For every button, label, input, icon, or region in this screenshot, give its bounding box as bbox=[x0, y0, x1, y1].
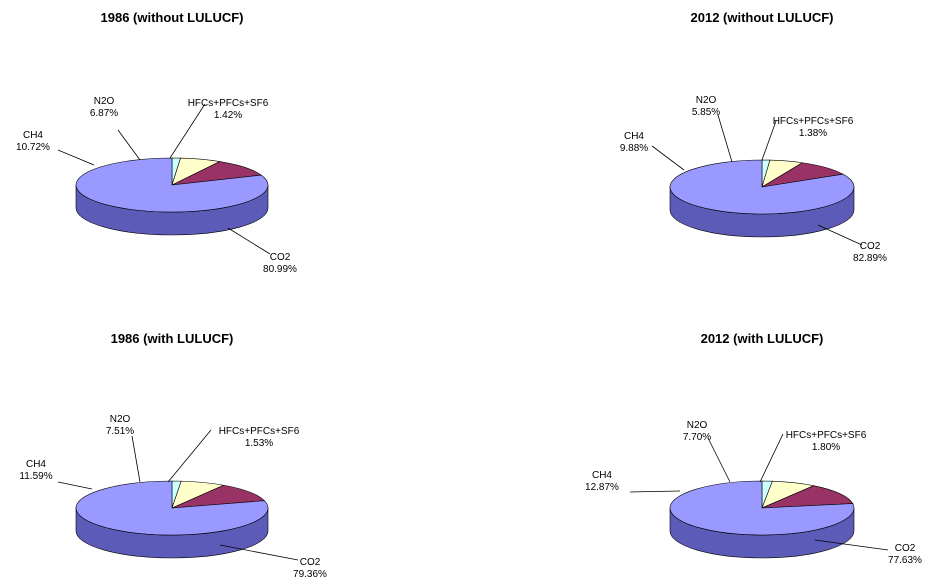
slice-value-label: 82.89% bbox=[853, 253, 887, 264]
pie-slice-co2 bbox=[669, 480, 855, 536]
leader-line-co2 bbox=[817, 224, 863, 246]
slice-category-label: HFCs+PFCs+SF6 bbox=[773, 116, 854, 127]
slice-category-label: CO2 bbox=[270, 252, 291, 263]
leader-line-co2 bbox=[227, 227, 271, 255]
slice-category-label: HFCs+PFCs+SF6 bbox=[219, 426, 300, 437]
slice-value-label: 10.72% bbox=[16, 142, 50, 153]
slice-value-label: 1.38% bbox=[799, 128, 827, 139]
slice-category-label: N2O bbox=[110, 414, 131, 425]
leader-line-hfcs-pfcs-sf6 bbox=[761, 120, 777, 161]
slice-value-label: 9.88% bbox=[620, 143, 648, 154]
leader-line-n2o bbox=[717, 114, 733, 163]
leader-line-hfcs-pfcs-sf6 bbox=[759, 433, 784, 483]
slice-category-label: N2O bbox=[687, 420, 708, 431]
slice-value-label: 7.70% bbox=[683, 432, 711, 443]
slice-category-label: CH4 bbox=[592, 470, 612, 481]
pie-slice-co2 bbox=[75, 480, 269, 536]
leader-line-n2o bbox=[131, 435, 141, 483]
pie-slice-co2 bbox=[75, 157, 269, 213]
slice-category-label: CO2 bbox=[300, 557, 321, 568]
slice-category-label: CO2 bbox=[895, 543, 916, 554]
slice-value-label: 11.59% bbox=[19, 471, 52, 482]
leader-line-hfcs-pfcs-sf6 bbox=[169, 103, 206, 159]
pie-slice-co2 bbox=[669, 159, 855, 215]
slice-value-label: 1.80% bbox=[812, 442, 840, 453]
pie-slice-ch4 bbox=[761, 485, 854, 509]
chart-title: 1986 (with LULUCF) bbox=[111, 331, 234, 346]
leader-line-ch4 bbox=[57, 149, 95, 166]
slice-category-label: CH4 bbox=[26, 459, 46, 470]
slice-value-label: 7.51% bbox=[106, 426, 134, 437]
slice-value-label: 6.87% bbox=[90, 108, 118, 119]
leader-line-n2o bbox=[707, 437, 731, 483]
slice-category-label: N2O bbox=[94, 96, 115, 107]
slice-category-label: HFCs+PFCs+SF6 bbox=[188, 98, 269, 109]
slice-value-label: 1.53% bbox=[245, 438, 273, 449]
leader-line-hfcs-pfcs-sf6 bbox=[167, 429, 212, 483]
slice-value-label: 79.36% bbox=[293, 569, 327, 580]
slice-category-label: CO2 bbox=[860, 241, 881, 252]
slice-value-label: 5.85% bbox=[692, 107, 720, 118]
slice-category-label: N2O bbox=[696, 95, 717, 106]
slice-category-label: HFCs+PFCs+SF6 bbox=[786, 430, 867, 441]
leader-line-ch4 bbox=[651, 145, 685, 171]
chart-title: 1986 (without LULUCF) bbox=[101, 10, 244, 25]
leader-line-n2o bbox=[117, 129, 141, 161]
chart-title: 2012 (with LULUCF) bbox=[701, 331, 824, 346]
slice-value-label: 80.99% bbox=[263, 264, 297, 275]
slice-value-label: 77.63% bbox=[888, 555, 922, 566]
leader-line-co2 bbox=[219, 544, 299, 561]
slice-value-label: 1.42% bbox=[214, 110, 242, 121]
leader-line-co2 bbox=[814, 539, 889, 551]
slice-category-label: CH4 bbox=[23, 130, 43, 141]
slice-category-label: CH4 bbox=[624, 131, 644, 142]
slice-value-label: 12.87% bbox=[585, 482, 619, 493]
leader-line-ch4 bbox=[57, 481, 93, 490]
leader-line-ch4 bbox=[629, 490, 681, 493]
chart-title: 2012 (without LULUCF) bbox=[691, 10, 834, 25]
